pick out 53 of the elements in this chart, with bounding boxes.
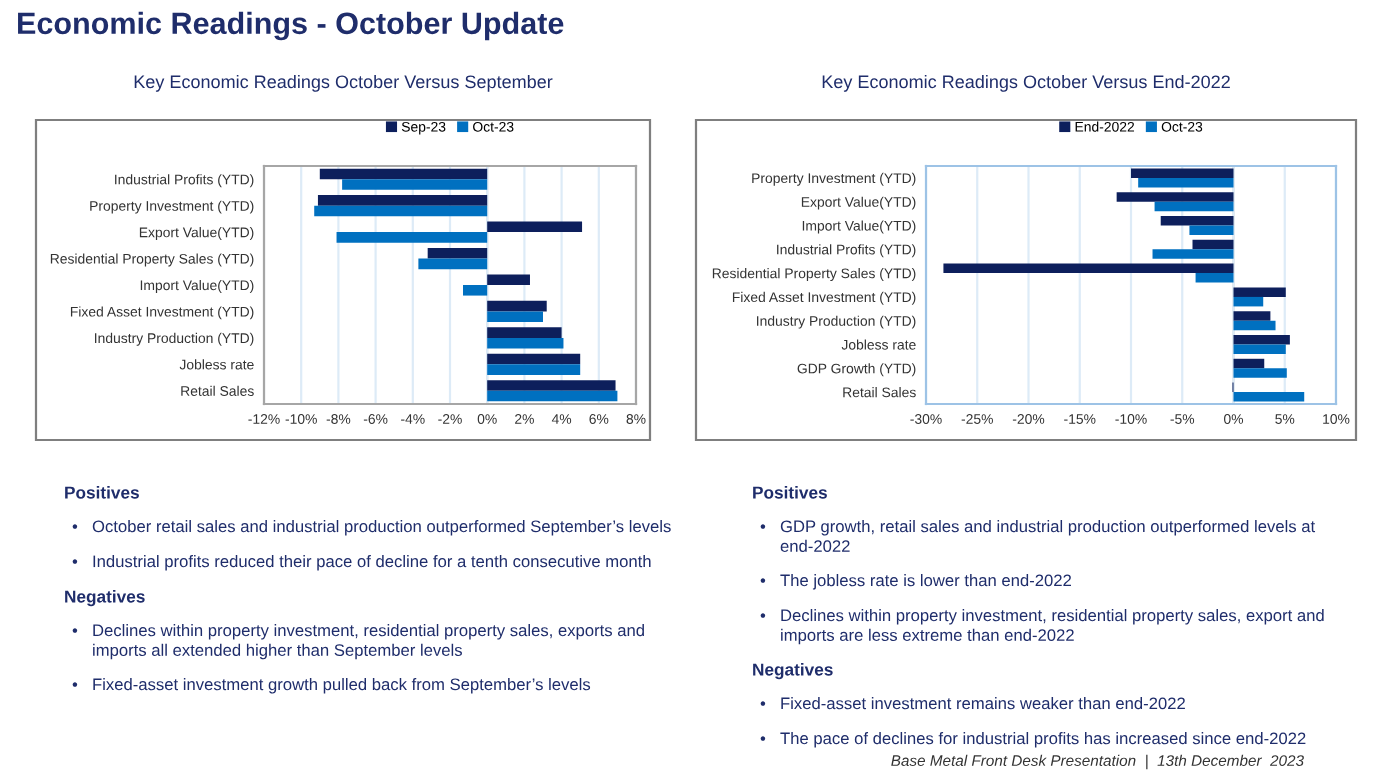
- text: • October retail sales and industrial production outperformed September’s levels: [72, 520, 671, 536]
- bar: [1160, 215, 1234, 226]
- bar: [427, 247, 488, 259]
- text: • Declines within property investment, residential property sales, exports and imports all extended higher than September levels: [72, 624, 644, 660]
- text: Economic Readings - October Update: [18, 11, 564, 41]
- bar: [317, 195, 488, 206]
- text: • The pace of declines for industrial profits has increased since end-2022: [760, 732, 1306, 748]
- text: Negatives: [65, 590, 145, 607]
- bar: [487, 274, 530, 285]
- bar: [1233, 311, 1271, 321]
- bar: [314, 205, 488, 217]
- bar: [1154, 201, 1234, 212]
- text: Negatives: [753, 663, 833, 680]
- text: • Fixed-asset investment remains weaker than end-2022: [760, 697, 1185, 710]
- bar: [1152, 249, 1234, 259]
- bar: [1233, 368, 1287, 378]
- chart-title: Key Economic Readings October Versus September: [134, 74, 553, 92]
- text: • The jobless rate is lower than end-2022: [760, 574, 1071, 590]
- text: • Fixed-asset investment growth pulled back from September’s levels: [72, 678, 591, 694]
- bar: [336, 232, 488, 243]
- bar: [487, 364, 581, 375]
- bar: [319, 168, 488, 180]
- bar: [1233, 334, 1290, 345]
- text: Positives: [65, 486, 139, 499]
- text: • GDP growth, retail sales and industrial production outperformed levels at end-2022: [760, 520, 1316, 553]
- bar: [487, 380, 616, 391]
- bar: [487, 311, 543, 323]
- bar: [1233, 296, 1264, 307]
- bar: [1233, 392, 1305, 402]
- bar: [1195, 273, 1234, 283]
- bar: [418, 258, 488, 270]
- bar: [487, 327, 562, 338]
- bar: [1192, 239, 1234, 250]
- bar: [487, 353, 581, 365]
- text: Positives: [753, 486, 827, 499]
- bar: [1233, 344, 1286, 355]
- bar: [1233, 358, 1265, 369]
- bar: [943, 263, 1234, 274]
- bar: [487, 337, 564, 349]
- bar: [1233, 287, 1286, 297]
- bar: [1233, 320, 1276, 331]
- bar: [342, 179, 488, 190]
- text: • Declines within property investment, residential property sales, export and imports are less extreme than end-2022: [760, 609, 1324, 645]
- bar: [1138, 177, 1234, 188]
- bar: [1116, 192, 1234, 202]
- text: • Industrial profits reduced their pace of decline for a tenth consecutive month: [72, 555, 651, 571]
- bar: [487, 300, 547, 312]
- bar: [487, 390, 618, 402]
- bar: [1131, 168, 1234, 178]
- bar: [487, 221, 583, 233]
- bar: [463, 285, 488, 296]
- chart-title: Key Economic Readings October Versus End-2022: [822, 74, 1230, 92]
- bar: [1189, 225, 1234, 236]
